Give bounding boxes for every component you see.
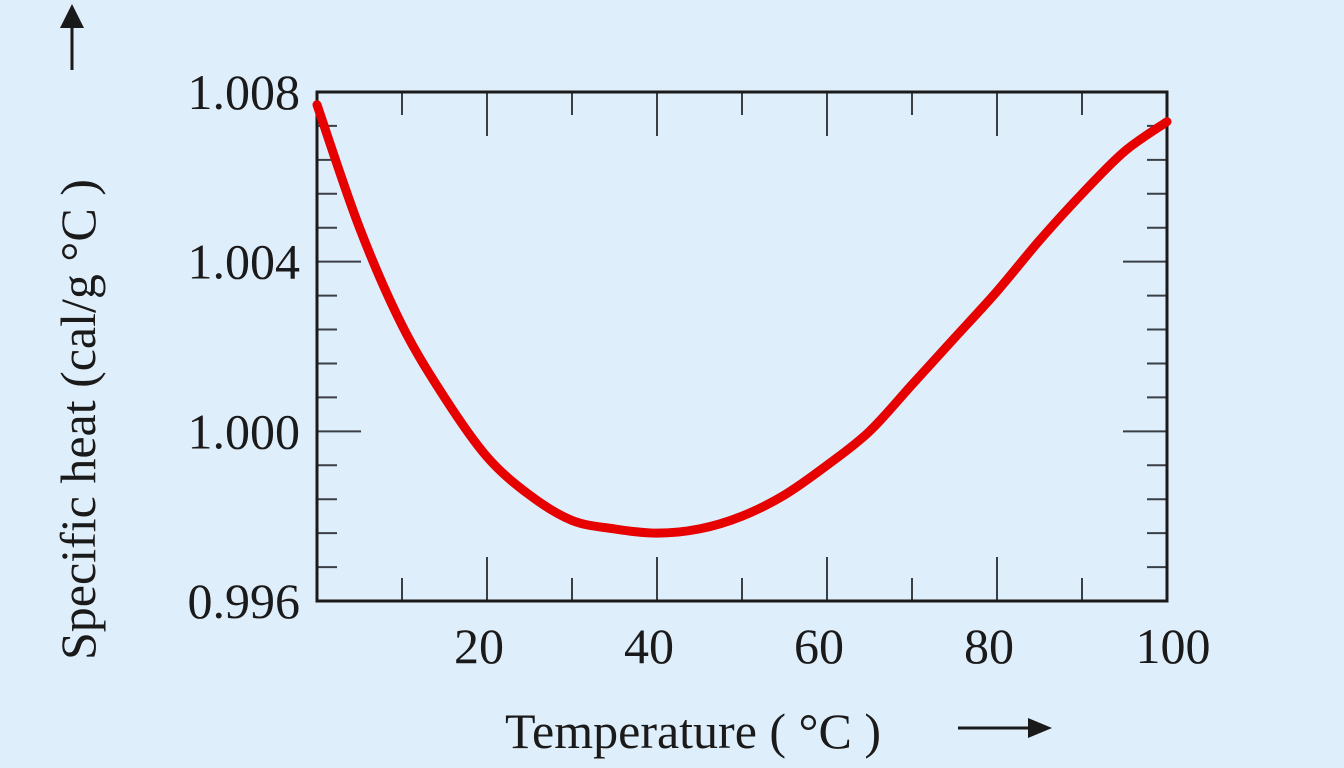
- x-tick-label: 20: [454, 618, 504, 674]
- y-tick-label: 1.000: [188, 403, 301, 459]
- x-axis-arrow-icon: [958, 718, 1052, 738]
- y-tick-label: 1.008: [188, 64, 301, 120]
- x-axis-title-group: Temperature ( °C ): [505, 703, 1052, 759]
- axis-ticks: [317, 92, 1167, 601]
- y-tick-label: 1.004: [188, 234, 301, 290]
- x-tick-label: 100: [1136, 618, 1211, 674]
- x-tick-labels: 20 40 60 80 100: [454, 618, 1211, 674]
- x-tick-label: 60: [794, 618, 844, 674]
- y-axis-title: Specific heat (cal/g °C ): [50, 179, 106, 660]
- x-axis-title: Temperature ( °C ): [505, 703, 881, 759]
- x-tick-label: 80: [964, 618, 1014, 674]
- plot-area-frame: [315, 90, 1169, 603]
- x-tick-label: 40: [624, 618, 674, 674]
- y-axis-arrow-icon: [60, 4, 84, 70]
- y-tick-labels: 0.996 1.000 1.004 1.008: [188, 64, 301, 629]
- y-axis-title-group: Specific heat (cal/g °C ): [50, 179, 106, 660]
- y-tick-label: 0.996: [188, 573, 301, 629]
- specific-heat-curve: [312, 100, 1172, 538]
